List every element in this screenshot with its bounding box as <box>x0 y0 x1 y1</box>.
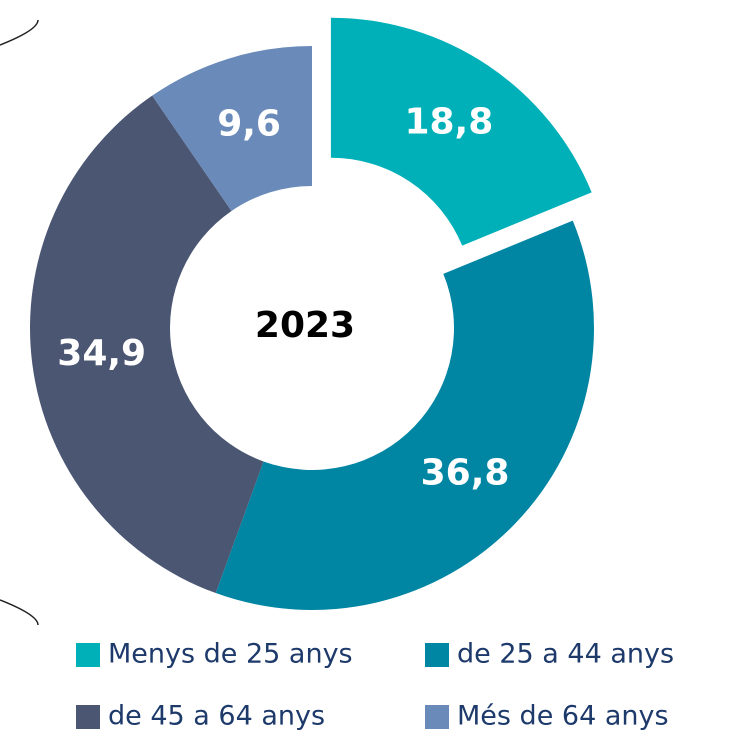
value-label: 34,9 <box>57 333 146 374</box>
slice <box>330 17 592 246</box>
slice <box>215 220 595 610</box>
legend-label: Més de 64 anys <box>457 701 669 732</box>
legend-swatch <box>76 705 100 729</box>
bracket <box>0 19 39 46</box>
legend-swatch <box>425 705 449 729</box>
slice <box>152 46 312 212</box>
value-label: 36,8 <box>421 453 510 494</box>
legend-swatch <box>76 643 100 667</box>
value-label: 9,6 <box>217 104 281 145</box>
slice <box>30 95 264 594</box>
legend-swatch <box>425 643 449 667</box>
bracket <box>0 599 39 626</box>
legend-label: de 45 a 64 anys <box>108 701 325 732</box>
center-label: 2023 <box>255 305 355 346</box>
legend-label: de 25 a 44 anys <box>457 639 674 670</box>
value-label: 18,8 <box>404 102 493 143</box>
legend-label: Menys de 25 anys <box>108 639 353 670</box>
